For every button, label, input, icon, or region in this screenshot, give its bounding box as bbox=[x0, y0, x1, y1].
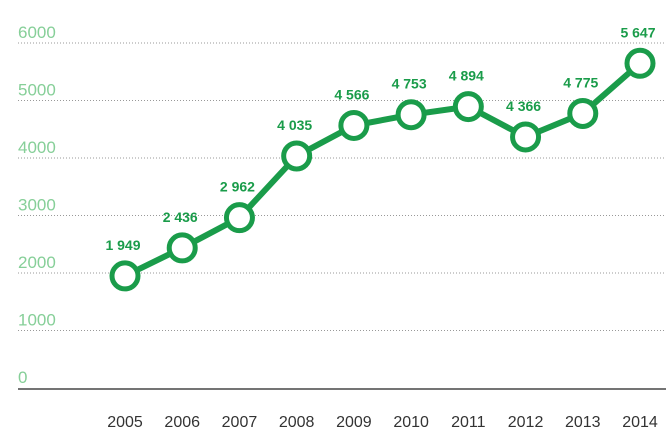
point bbox=[281, 140, 313, 172]
x-tick-label: 2011 bbox=[451, 414, 486, 431]
point bbox=[624, 47, 656, 79]
value-label: 4 753 bbox=[392, 76, 427, 92]
x-tick-label: 2005 bbox=[107, 414, 143, 431]
value-label: 1 949 bbox=[105, 237, 140, 253]
point bbox=[166, 232, 198, 264]
x-tick-label: 2006 bbox=[164, 414, 200, 431]
point bbox=[510, 121, 542, 153]
line bbox=[123, 61, 642, 279]
x-tick-label: 2013 bbox=[565, 414, 601, 431]
x-tick-label: 2008 bbox=[279, 414, 315, 431]
value-label: 5 647 bbox=[620, 24, 655, 40]
value-label: 4 894 bbox=[449, 68, 484, 84]
value-label: 4 775 bbox=[563, 74, 598, 90]
value-label: 4 035 bbox=[277, 117, 312, 133]
point bbox=[452, 91, 484, 123]
x-tick-label: 2012 bbox=[508, 414, 544, 431]
value-label: 4 366 bbox=[506, 98, 541, 114]
x-tick-label: 2009 bbox=[336, 414, 372, 431]
y-tick-label: 5000 bbox=[18, 81, 56, 100]
point bbox=[109, 260, 141, 292]
y-tick-label: 0 bbox=[18, 368, 27, 387]
x-tick-label: 2010 bbox=[393, 414, 429, 431]
x-tick-label: 2014 bbox=[622, 414, 658, 431]
y-tick-label: 1000 bbox=[18, 311, 56, 330]
y-tick-label: 6000 bbox=[18, 23, 56, 42]
y-tick-label: 3000 bbox=[18, 196, 56, 215]
point bbox=[338, 109, 370, 141]
point bbox=[567, 97, 599, 129]
point bbox=[395, 99, 427, 131]
value-label: 2 962 bbox=[220, 179, 255, 195]
value-label: 4 566 bbox=[334, 86, 369, 102]
x-tick-label: 2007 bbox=[222, 414, 258, 431]
value-label: 2 436 bbox=[163, 209, 198, 225]
y-tick-label: 4000 bbox=[18, 138, 56, 157]
point bbox=[223, 202, 255, 234]
y-tick-label: 2000 bbox=[18, 253, 56, 272]
